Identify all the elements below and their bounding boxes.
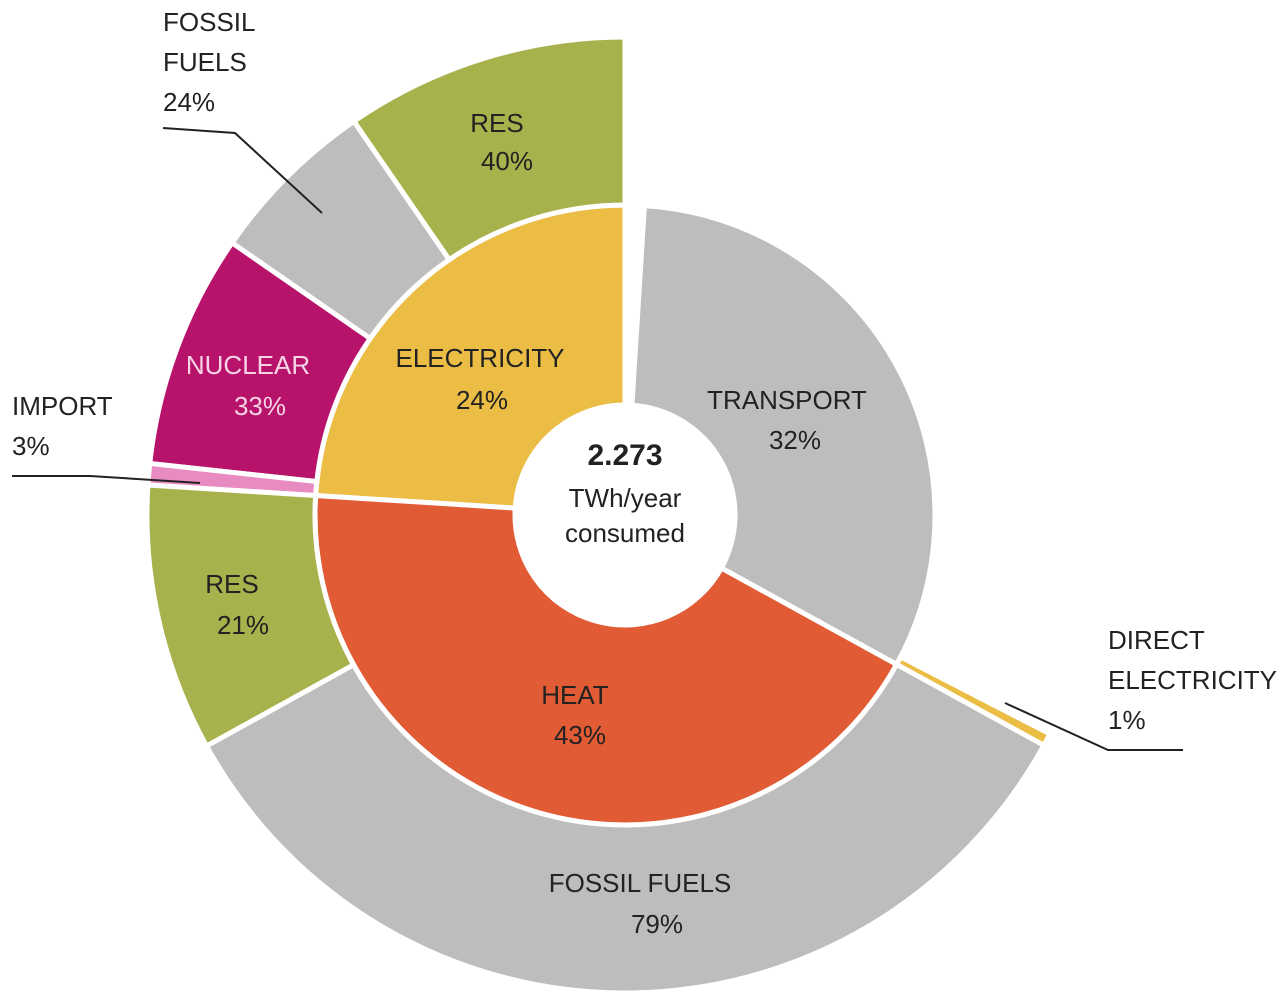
value-label: 43% [554, 720, 606, 750]
value-label: 32% [769, 425, 821, 455]
value-label: 33% [234, 391, 286, 421]
center-text: TWh/year [569, 483, 682, 513]
leader-line [1004, 702, 1183, 751]
value-label: 24% [163, 87, 216, 117]
value-label: 21% [217, 610, 269, 640]
leader-line [162, 127, 323, 214]
value-label: 79% [631, 909, 683, 939]
center-hole [515, 405, 735, 625]
value-label: 24% [456, 385, 508, 415]
external-label: FOSSIL FUELS 24% [163, 7, 255, 117]
segment-label: RES [205, 569, 258, 599]
value-label: 40% [481, 146, 533, 176]
center-text: 2.273 [587, 439, 662, 472]
segment-label: FOSSIL FUELS [549, 868, 732, 898]
segment-label: NUCLEAR [186, 350, 310, 380]
segment-label: RES [470, 108, 523, 138]
external-label: DIRECT ELECTRICITY 1% [1108, 625, 1278, 735]
value-label: 1% [1108, 705, 1146, 735]
value-label: 3% [12, 431, 50, 461]
segment-label: ELECTRICITY [395, 343, 564, 373]
center-text: consumed [565, 518, 685, 548]
outer-wedge [893, 653, 1054, 749]
segment-label: DIRECT ELECTRICITY [1108, 625, 1278, 695]
segment-label: HEAT [541, 680, 609, 710]
leader-line [12, 475, 201, 484]
outer-wedge [203, 660, 1048, 996]
external-label: IMPORT 3% [12, 391, 113, 461]
segment-label: TRANSPORT [707, 385, 867, 415]
segment-label: IMPORT [12, 391, 113, 421]
segment-label: FOSSIL FUELS [163, 7, 255, 77]
